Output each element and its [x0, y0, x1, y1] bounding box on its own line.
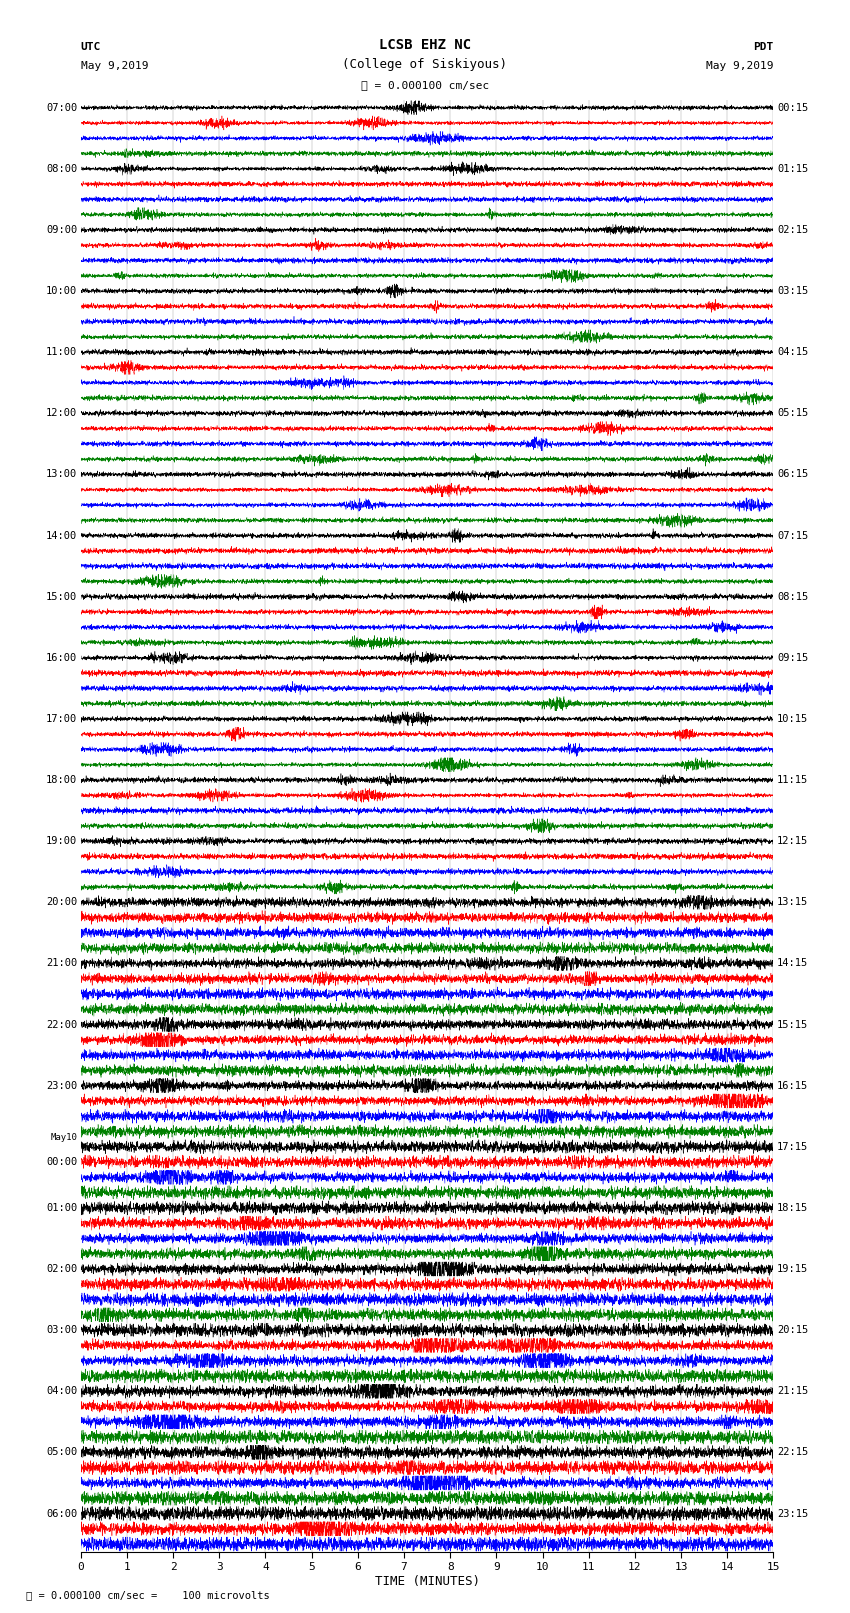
- Text: UTC: UTC: [81, 42, 101, 52]
- Text: 09:00: 09:00: [46, 224, 77, 235]
- Text: 20:15: 20:15: [777, 1326, 808, 1336]
- Text: 07:15: 07:15: [777, 531, 808, 540]
- Text: 18:00: 18:00: [46, 774, 77, 786]
- Text: 23:15: 23:15: [777, 1508, 808, 1518]
- Text: 14:00: 14:00: [46, 531, 77, 540]
- Text: 02:15: 02:15: [777, 224, 808, 235]
- Text: 17:00: 17:00: [46, 715, 77, 724]
- Text: 19:15: 19:15: [777, 1265, 808, 1274]
- Text: 11:00: 11:00: [46, 347, 77, 356]
- Text: 07:00: 07:00: [46, 103, 77, 113]
- Text: 16:15: 16:15: [777, 1081, 808, 1090]
- Text: 00:15: 00:15: [777, 103, 808, 113]
- Text: 22:00: 22:00: [46, 1019, 77, 1029]
- Text: 14:15: 14:15: [777, 958, 808, 968]
- Text: 02:00: 02:00: [46, 1265, 77, 1274]
- Text: 16:00: 16:00: [46, 653, 77, 663]
- Text: 01:00: 01:00: [46, 1203, 77, 1213]
- Text: 08:00: 08:00: [46, 165, 77, 174]
- Text: 00:00: 00:00: [46, 1157, 77, 1168]
- Text: LCSB EHZ NC: LCSB EHZ NC: [379, 37, 471, 52]
- Text: May10: May10: [50, 1132, 77, 1142]
- Text: 15:00: 15:00: [46, 592, 77, 602]
- Text: 05:00: 05:00: [46, 1447, 77, 1458]
- Text: 05:15: 05:15: [777, 408, 808, 418]
- Text: 10:00: 10:00: [46, 286, 77, 297]
- Text: 08:15: 08:15: [777, 592, 808, 602]
- Text: 19:00: 19:00: [46, 836, 77, 847]
- Text: 04:00: 04:00: [46, 1386, 77, 1397]
- Text: 13:15: 13:15: [777, 897, 808, 907]
- Text: 03:15: 03:15: [777, 286, 808, 297]
- Text: 13:00: 13:00: [46, 469, 77, 479]
- Text: (College of Siskiyous): (College of Siskiyous): [343, 58, 507, 71]
- Text: 22:15: 22:15: [777, 1447, 808, 1458]
- X-axis label: TIME (MINUTES): TIME (MINUTES): [375, 1574, 479, 1587]
- Text: 12:00: 12:00: [46, 408, 77, 418]
- Text: 20:00: 20:00: [46, 897, 77, 907]
- Text: 06:00: 06:00: [46, 1508, 77, 1518]
- Text: 11:15: 11:15: [777, 774, 808, 786]
- Text: May 9,2019: May 9,2019: [81, 61, 148, 71]
- Text: 10:15: 10:15: [777, 715, 808, 724]
- Text: ⎸ = 0.000100 cm/sec: ⎸ = 0.000100 cm/sec: [361, 81, 489, 90]
- Text: 03:00: 03:00: [46, 1326, 77, 1336]
- Text: PDT: PDT: [753, 42, 774, 52]
- Text: 04:15: 04:15: [777, 347, 808, 356]
- Text: 18:15: 18:15: [777, 1203, 808, 1213]
- Text: May 9,2019: May 9,2019: [706, 61, 774, 71]
- Text: ⎸ = 0.000100 cm/sec =    100 microvolts: ⎸ = 0.000100 cm/sec = 100 microvolts: [26, 1590, 269, 1600]
- Text: 12:15: 12:15: [777, 836, 808, 847]
- Text: 17:15: 17:15: [777, 1142, 808, 1152]
- Text: 15:15: 15:15: [777, 1019, 808, 1029]
- Text: 21:15: 21:15: [777, 1386, 808, 1397]
- Text: 09:15: 09:15: [777, 653, 808, 663]
- Text: 01:15: 01:15: [777, 165, 808, 174]
- Text: 23:00: 23:00: [46, 1081, 77, 1090]
- Text: 06:15: 06:15: [777, 469, 808, 479]
- Text: 21:00: 21:00: [46, 958, 77, 968]
